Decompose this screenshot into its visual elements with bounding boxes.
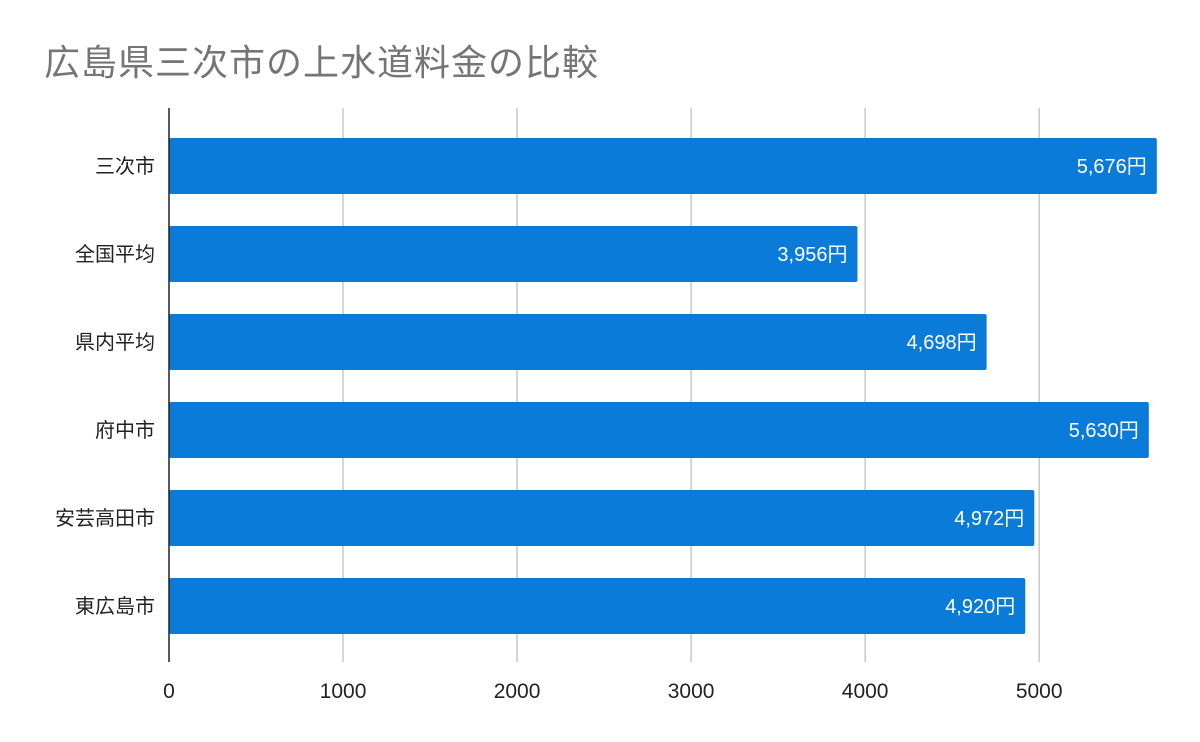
category-label-0: 三次市 bbox=[95, 154, 155, 178]
x-tick-label-3000: 3000 bbox=[668, 680, 715, 703]
bar-3 bbox=[169, 402, 1149, 458]
data-label-5: 4,920円 bbox=[945, 596, 1015, 618]
category-label-4: 安芸高田市 bbox=[55, 506, 155, 530]
data-label-4: 4,972円 bbox=[954, 508, 1024, 530]
data-label-0: 5,676円 bbox=[1077, 156, 1147, 178]
bar-1 bbox=[169, 226, 858, 282]
x-tick-labels: 0 1000 2000 3000 4000 5000 bbox=[163, 680, 1062, 703]
gridlines bbox=[342, 108, 1040, 662]
x-tick-label-1000: 1000 bbox=[320, 680, 367, 703]
data-labels: 5,676円 3,956円 4,698円 5,630円 4,972円 4,920円 bbox=[777, 156, 1146, 618]
bar-2 bbox=[169, 314, 987, 370]
data-label-1: 3,956円 bbox=[777, 244, 847, 266]
bar-0 bbox=[169, 138, 1157, 194]
x-tick-label-5000: 5000 bbox=[1016, 680, 1063, 703]
data-label-2: 4,698円 bbox=[907, 332, 977, 354]
bar-5 bbox=[169, 578, 1026, 634]
category-label-2: 県内平均 bbox=[75, 330, 155, 354]
x-tick-label-0: 0 bbox=[163, 680, 175, 703]
bar-4 bbox=[169, 490, 1035, 546]
category-label-3: 府中市 bbox=[95, 418, 155, 442]
bars bbox=[169, 138, 1157, 634]
chart-title: 広島県三次市の上水道料金の比較 bbox=[44, 43, 600, 84]
data-label-3: 5,630円 bbox=[1069, 420, 1139, 442]
category-label-5: 東広島市 bbox=[75, 594, 155, 618]
x-tick-label-2000: 2000 bbox=[494, 680, 541, 703]
category-label-1: 全国平均 bbox=[75, 242, 155, 266]
x-tick-label-4000: 4000 bbox=[842, 680, 889, 703]
